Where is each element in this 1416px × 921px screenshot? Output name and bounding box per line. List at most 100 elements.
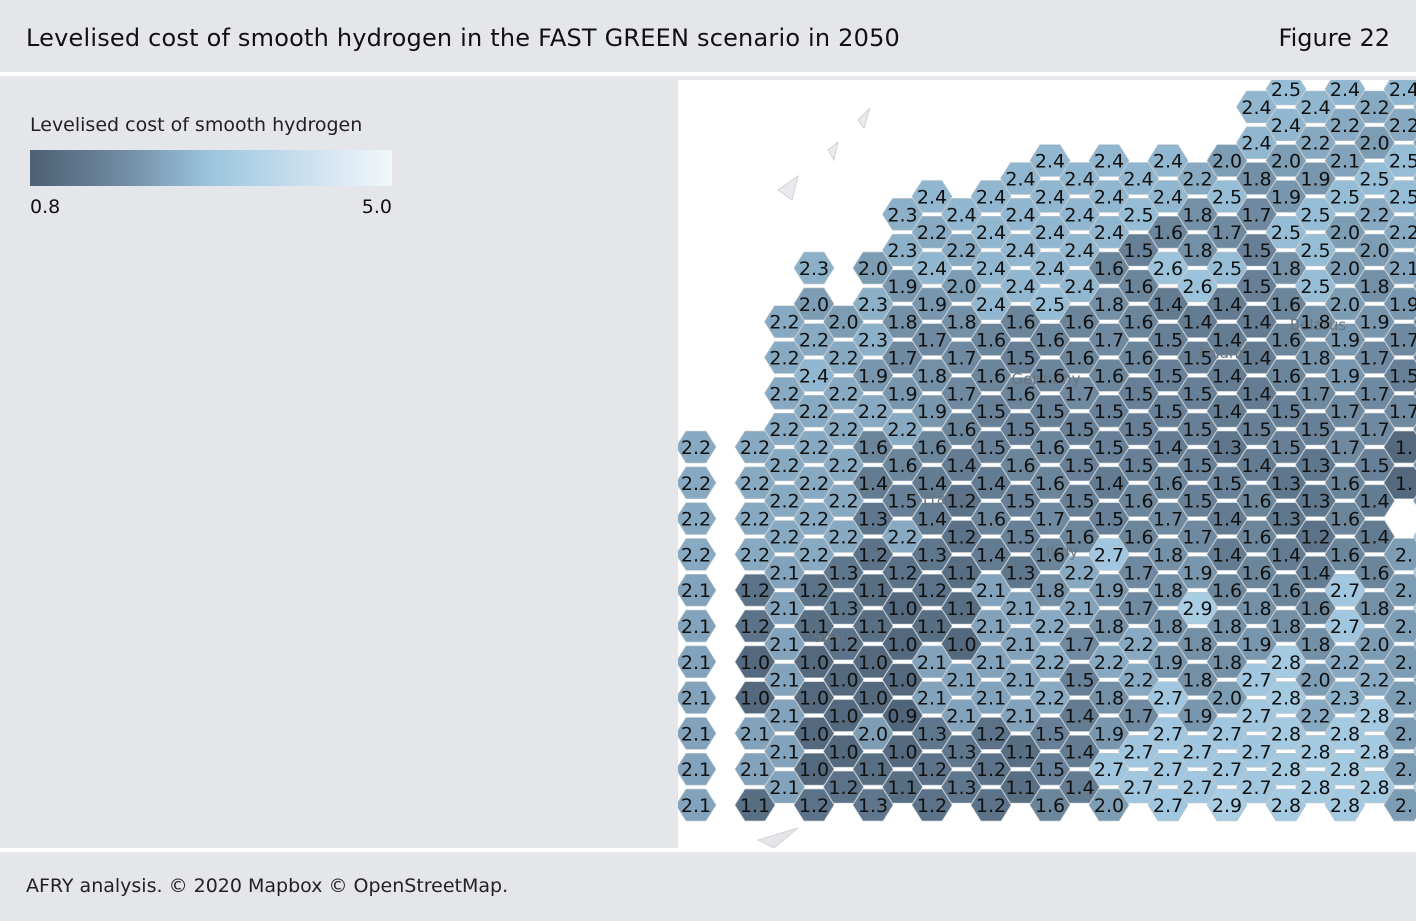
- hex-cell: [823, 627, 864, 661]
- hex-value-label: 1.5: [1182, 455, 1212, 477]
- hex-value-label: 2.7: [1330, 616, 1360, 638]
- hex-value-label: 1.5: [1094, 509, 1124, 531]
- hex-cell: [678, 788, 717, 822]
- hex-value-label: 1.6: [1271, 294, 1301, 316]
- hex-value-label: 1.4: [1271, 544, 1301, 566]
- hex-value-label: 2.1: [769, 634, 799, 656]
- hex-value-label: 2.8: [1359, 777, 1389, 799]
- hex-value-label: 2.1: [740, 723, 770, 745]
- hex-cell: [1147, 573, 1189, 607]
- hex-cell: [1029, 359, 1071, 392]
- hex-value-label: 2.2: [769, 527, 799, 549]
- hex-cell: [1324, 752, 1366, 786]
- hex-value-label: 2.4: [976, 186, 1006, 208]
- hex-cell: [1059, 377, 1100, 410]
- hex-value-label: 1.0: [740, 688, 770, 710]
- hex-cell: [941, 305, 982, 338]
- hex-value-label: 2.3: [1330, 688, 1360, 710]
- hex-value-label: 1.9: [1153, 652, 1183, 674]
- hex-value-label: 2.7: [1182, 777, 1212, 799]
- hex-value-label: 1.8: [1212, 652, 1242, 674]
- hex-value-label: 1.8: [1300, 348, 1330, 370]
- hex-value-label: 1.4: [1241, 348, 1271, 370]
- hex-value-label: 1.9: [1359, 312, 1389, 334]
- hex-cell: [1383, 251, 1416, 285]
- hex-value-label: 2.5: [1271, 80, 1301, 101]
- hex-value-label: 1.7: [1389, 401, 1416, 423]
- hex-value-label: 1.3: [858, 795, 888, 817]
- hex-cell: [1324, 430, 1366, 464]
- hex-cell: [734, 681, 776, 714]
- hex-value-label: 2.1: [769, 706, 799, 728]
- hex-cell: [1029, 216, 1071, 249]
- hex-cell: [1295, 126, 1336, 159]
- hex-cell: [970, 502, 1012, 535]
- hex-cell: [852, 573, 894, 607]
- hex-cell: [1236, 735, 1277, 768]
- hex-cell: [1295, 341, 1336, 374]
- hex-cell: [1265, 752, 1307, 786]
- hex-value-label: 1.: [1395, 437, 1413, 459]
- hex-cell: [1000, 591, 1041, 625]
- hex-value-label: 1.3: [858, 509, 888, 531]
- hex-cell: [911, 645, 953, 679]
- hex-cell: [882, 448, 923, 482]
- hex-cell: [1029, 573, 1071, 607]
- hex-value-label: 0.9: [887, 706, 917, 728]
- hex-cell: [1088, 609, 1130, 643]
- hex-value-label: 2.2: [1094, 652, 1124, 674]
- hex-cell: [1000, 556, 1041, 589]
- hex-cell: [1206, 144, 1248, 177]
- hex-cell: [941, 198, 982, 231]
- hex-cell: [1383, 80, 1416, 106]
- hex-value-label: 1.6: [917, 437, 947, 459]
- hex-cell: [941, 770, 982, 804]
- hex-value-label: 2.4: [1389, 80, 1416, 101]
- hex-cell: [1265, 394, 1307, 428]
- hex-value-label: 1.6: [1271, 330, 1301, 352]
- hex-value-label: 2.1: [681, 580, 711, 602]
- hex-cell: [1029, 538, 1071, 571]
- hex-value-label: 1.6: [1005, 383, 1035, 405]
- hex-value-label: 2.0: [858, 723, 888, 745]
- hex-cell: [1236, 377, 1277, 410]
- hex-value-label: 2.8: [1330, 723, 1360, 745]
- hex-value-label: 1.8: [1035, 580, 1065, 602]
- hex-value-label: 1.0: [887, 598, 917, 620]
- hex-value-label: 1.4: [917, 473, 947, 495]
- hex-value-label: 2.1: [946, 706, 976, 728]
- hex-value-label: 2.4: [1005, 169, 1035, 191]
- hex-value-label: 1.8: [1300, 312, 1330, 334]
- hex-cell: [1088, 645, 1130, 679]
- figure-number: Figure 22: [1278, 24, 1390, 52]
- hex-cell: [852, 466, 894, 500]
- hex-value-label: 2.1: [1330, 151, 1360, 173]
- hex-value-label: 1.2: [946, 527, 976, 549]
- hex-value-label: 1.2: [828, 634, 858, 656]
- hex-value-label: 2.6: [1153, 258, 1183, 280]
- hex-value-label: 2.2: [740, 437, 770, 459]
- hex-value-label: 1.7: [1300, 383, 1330, 405]
- hex-map[interactable]: Poland Germany France Italy Spain Belarus 2.5…: [678, 80, 1416, 848]
- hex-cell: [1354, 90, 1395, 124]
- hex-value-label: 1.6: [1123, 348, 1153, 370]
- hex-cell: [1118, 699, 1159, 732]
- hex-value-label: 1.3: [946, 741, 976, 763]
- hex-cell: [852, 645, 894, 679]
- hex-cell: [1324, 216, 1366, 249]
- hex-cell: [1206, 430, 1248, 464]
- hex-value-label: 1.7: [1330, 437, 1360, 459]
- hex-value-label: 2.8: [1271, 723, 1301, 745]
- hex-value-label: 2.5: [1212, 258, 1242, 280]
- hex-cell: [1324, 287, 1366, 320]
- hex-value-label: 2.4: [1005, 240, 1035, 262]
- hex-cell: [678, 430, 717, 464]
- hex-map-canvas[interactable]: Poland Germany France Italy Spain Belarus 2.5…: [678, 80, 1416, 848]
- hex-cell: [1177, 412, 1218, 446]
- hex-cell: [941, 484, 982, 517]
- hex-cell: [1088, 788, 1130, 822]
- hex-value-label: 2.4: [976, 294, 1006, 316]
- hex-value-label: 1.6: [1212, 580, 1242, 602]
- hex-value-label: 1.1: [858, 759, 888, 781]
- hex-value-label: 2.4: [946, 204, 976, 226]
